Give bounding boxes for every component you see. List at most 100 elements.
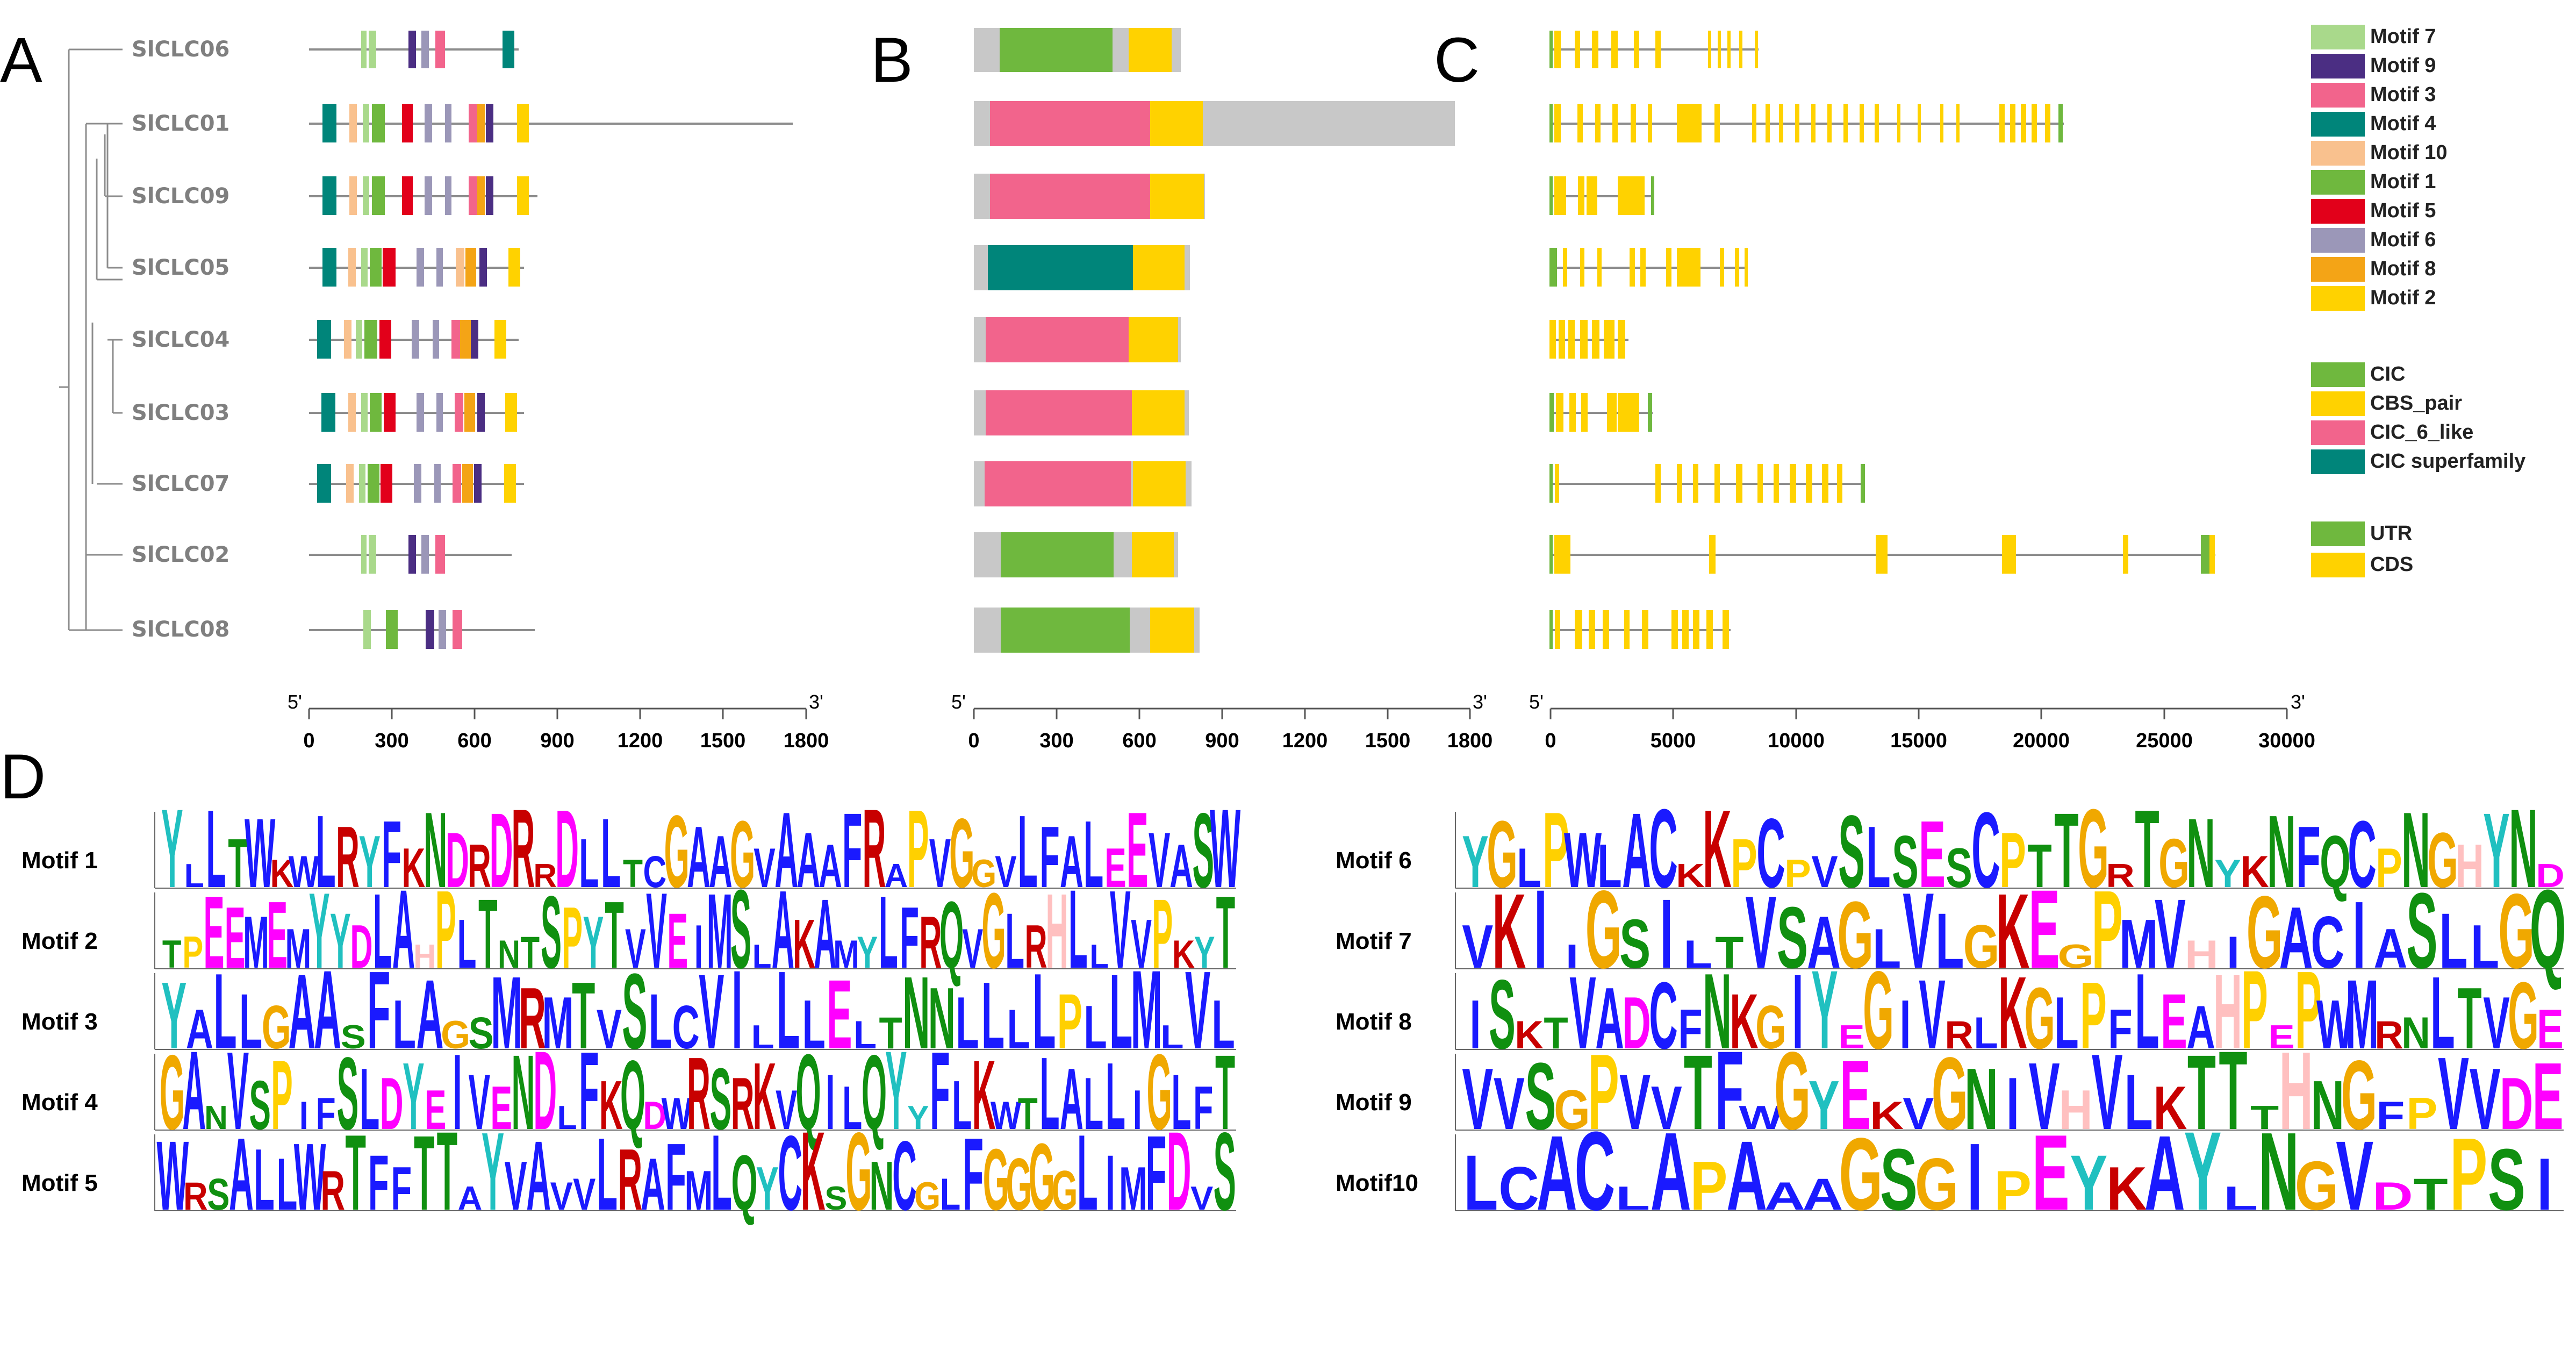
logo-residue: C [892, 1121, 917, 1232]
logo-residue: A [458, 1180, 483, 1217]
logo-residue: G [2158, 825, 2190, 902]
logo-residue: W [1210, 785, 1240, 911]
logo-residue: K [2240, 847, 2269, 897]
structure-track-slclc03 [1549, 393, 1653, 432]
axis-a-tick: 1200 [618, 730, 663, 752]
logo-residue: F [579, 1029, 599, 1153]
logo-residue: K [270, 852, 294, 896]
logo-residue: Y [161, 785, 183, 911]
logo-residue: V [1110, 868, 1131, 992]
logo-residue: V [1149, 816, 1170, 904]
logo-residue: Y [2184, 1109, 2221, 1233]
logo-residue: K [1492, 873, 1526, 991]
legend-label: UTR [2370, 522, 2412, 545]
structure-track-slclc09 [1549, 176, 1654, 215]
logo-residue: P [1542, 789, 1569, 910]
logo-residue: T [1544, 1008, 1568, 1058]
logo-residue: L [1684, 933, 1712, 977]
motif-logo-label: Motif 6 [1336, 847, 1412, 874]
logo-residue: L [1974, 1008, 1998, 1058]
motif-track-slclc01 [309, 104, 793, 142]
logo-residue: F [1193, 1074, 1213, 1142]
logo-residue: N [2310, 1067, 2344, 1144]
logo-residue: E [1838, 1018, 1864, 1056]
logo-residue: L [2135, 951, 2159, 1071]
logo-residue: Y [309, 871, 330, 991]
domain-track-slclc04 [974, 317, 1181, 362]
logo-residue: T [2054, 791, 2078, 910]
logo-residue: P [1999, 816, 2026, 904]
logo-residue: Y [2070, 1139, 2107, 1226]
logo-residue: L [777, 948, 800, 1072]
logo-residue: N [1703, 951, 1732, 1071]
logo-residue: A [1060, 820, 1084, 903]
logo-residue: L [752, 937, 772, 975]
logo-residue: M [685, 1160, 713, 1222]
logo-residue: A [814, 878, 836, 989]
logo-residue: T [1216, 875, 1236, 990]
logo-residue: G [949, 798, 974, 908]
logo-residue: G [1006, 1142, 1032, 1225]
logo-residue: P [1588, 1031, 1619, 1152]
logo-residue: V [776, 1079, 798, 1141]
logo-residue: Y [2483, 791, 2509, 910]
logo-residue: A [526, 1121, 551, 1232]
logo-residue: L [981, 962, 1004, 1069]
logo-residue: E [1919, 801, 1945, 907]
logo-residue: I [2227, 928, 2240, 978]
logo-residue: A [1622, 791, 1651, 910]
logo-residue: H [2455, 832, 2484, 901]
legend-label: Motif 1 [2370, 170, 2436, 193]
logo-residue: W [991, 1094, 1022, 1138]
logo-residue: L [879, 875, 898, 990]
logo-residue: L [1005, 897, 1024, 985]
logo-residue: P [1994, 1159, 2032, 1222]
legend-label: Motif 2 [2370, 287, 2436, 309]
logo-residue: K [599, 1067, 623, 1144]
axis-c-tick: 15000 [1890, 730, 1947, 752]
logo-residue: A [819, 832, 842, 901]
logo-residue: A [687, 808, 711, 906]
motif-logo-label: Motif 8 [1336, 1009, 1412, 1035]
logo-residue: L [184, 857, 204, 895]
motif-track-slclc06 [309, 31, 519, 68]
logo-residue: L [601, 798, 621, 908]
logo-residue: R [2374, 1013, 2403, 1057]
logo-residue: V [625, 917, 646, 980]
logo-residue: L [597, 1117, 618, 1232]
logo-residue: Y [907, 1099, 929, 1137]
logo-residue: G [1963, 912, 2000, 981]
logo-residue: G [971, 852, 996, 896]
logo-residue: L [1018, 794, 1038, 909]
logo-residue: L [1212, 987, 1235, 1064]
logo-residue: E [2029, 867, 2060, 991]
legend-label: Motif 9 [2370, 54, 2436, 77]
gene-label: SlCLC03 [132, 401, 229, 425]
logo-residue: V [469, 1058, 490, 1146]
logo-residue: V [227, 1029, 249, 1153]
motif-logo-label: Motif 5 [21, 1170, 98, 1196]
logo-residue: P [271, 1040, 292, 1150]
logo-residue: L [1084, 1062, 1103, 1145]
logo-residue: G [1051, 1160, 1078, 1222]
logo-residue: D [1622, 982, 1651, 1064]
logo-residue: V [1569, 955, 1596, 1070]
logo-residue: N [2401, 789, 2430, 910]
motif-logo-label: Motif 3 [21, 1009, 98, 1035]
logo-residue: V [2029, 1043, 2060, 1149]
logo-residue: V [1903, 870, 1934, 990]
logo-residue: N [512, 1034, 535, 1152]
logo-residue: M [833, 932, 859, 976]
logo-residue: K [753, 1044, 777, 1150]
axis-a-tick: 1500 [700, 730, 746, 752]
logo-residue: C [1574, 1109, 1615, 1233]
logo-residue: V [1190, 1180, 1213, 1217]
logo-residue: L [956, 982, 979, 1064]
logo-residue: V [2092, 1031, 2123, 1152]
logo-residue: A [1807, 902, 1841, 984]
logo-residue: L [842, 1074, 862, 1142]
logo-residue: E [667, 897, 688, 985]
logo-residue: G [262, 994, 291, 1062]
